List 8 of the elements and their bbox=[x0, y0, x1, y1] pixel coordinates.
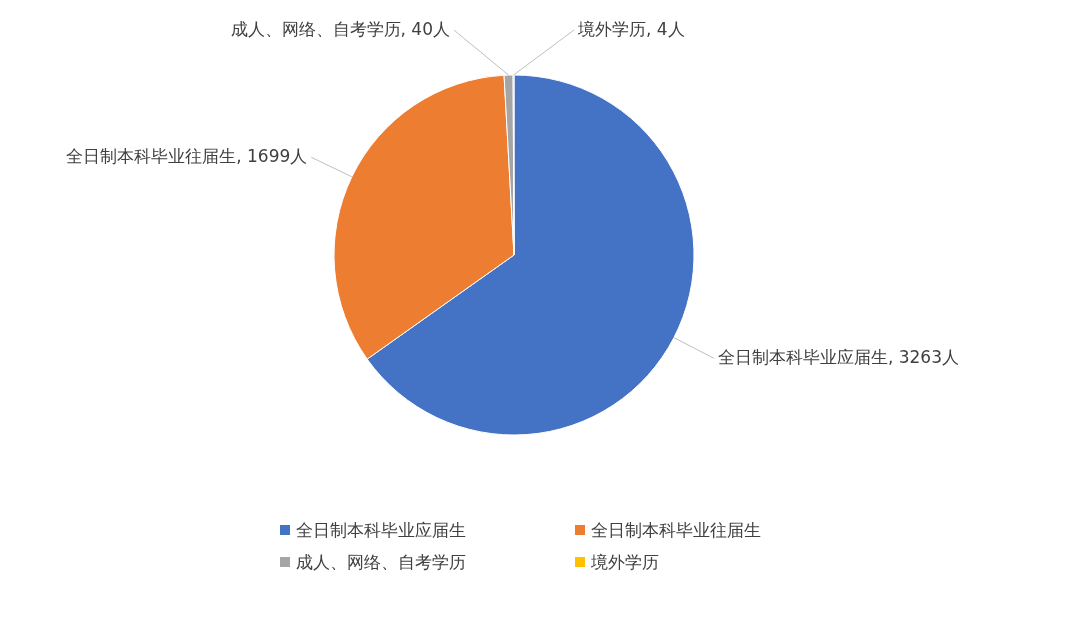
legend-label: 境外学历 bbox=[590, 552, 659, 572]
legend-label: 全日制本科毕业往届生 bbox=[591, 520, 761, 540]
category-label: 成人、网络、自考学历, 40人 bbox=[230, 19, 450, 40]
category-label: 全日制本科毕业应届生, 3263人 bbox=[717, 347, 959, 368]
category-label: 境外学历, 4人 bbox=[578, 19, 685, 39]
category-label: 全日制本科毕业往届生, 1699人 bbox=[66, 146, 308, 167]
legend-label: 全日制本科毕业应届生 bbox=[296, 520, 466, 540]
legend-label: 成人、网络、自考学历 bbox=[296, 552, 466, 572]
